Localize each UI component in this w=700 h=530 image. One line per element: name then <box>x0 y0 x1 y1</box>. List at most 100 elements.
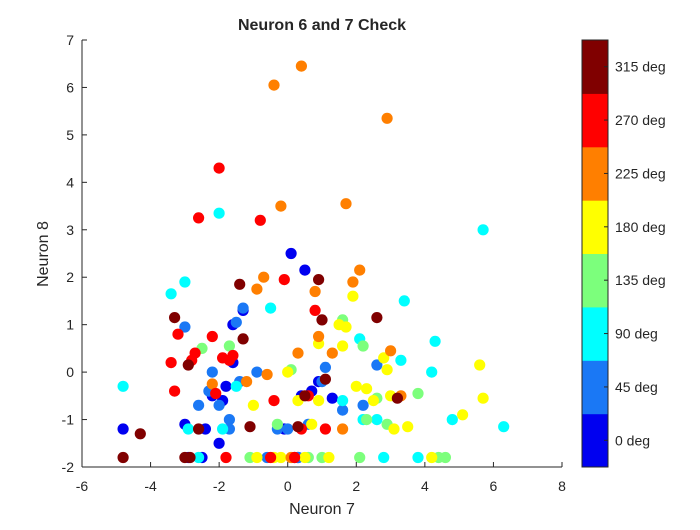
colorbar-segment <box>582 360 608 415</box>
data-point <box>429 335 441 347</box>
data-point <box>477 392 489 404</box>
data-point <box>282 423 294 435</box>
data-point <box>169 385 181 397</box>
x-tick-label: 0 <box>284 478 292 494</box>
data-point <box>258 271 270 283</box>
x-tick-label: -6 <box>76 478 89 494</box>
data-point <box>357 340 369 352</box>
data-point <box>117 423 129 435</box>
colorbar-tick-label: 225 deg <box>615 165 666 181</box>
data-point <box>227 349 239 362</box>
data-point <box>367 395 379 407</box>
data-point <box>265 451 277 464</box>
data-point <box>313 274 325 286</box>
colorbar-tick-label: 90 deg <box>615 326 658 342</box>
x-tick-label: -2 <box>213 478 226 494</box>
data-point <box>247 399 259 411</box>
y-tick-label: -1 <box>62 412 75 428</box>
data-point <box>326 347 338 359</box>
data-point <box>319 361 331 373</box>
y-tick-label: 7 <box>66 32 74 48</box>
data-point <box>395 354 407 366</box>
data-point <box>309 304 321 316</box>
data-point <box>498 421 510 433</box>
data-point <box>309 285 321 298</box>
data-point <box>189 347 201 359</box>
data-point <box>354 264 366 276</box>
data-point <box>206 366 218 378</box>
data-point <box>251 451 263 464</box>
data-point <box>292 421 304 433</box>
data-point <box>251 366 263 378</box>
colorbar-tick-label: 0 deg <box>615 432 650 448</box>
colorbar-segment <box>582 413 608 468</box>
data-point <box>172 328 184 340</box>
data-point <box>268 79 280 91</box>
data-point <box>426 366 438 378</box>
data-point <box>337 395 349 407</box>
data-point <box>289 451 301 464</box>
data-point <box>381 112 393 124</box>
data-point <box>244 421 256 433</box>
data-point <box>457 409 469 421</box>
data-point <box>169 312 181 324</box>
colorbar-segment <box>582 40 608 94</box>
data-point <box>316 314 328 326</box>
data-point <box>220 380 232 392</box>
data-point <box>347 276 359 288</box>
data-point <box>299 451 311 464</box>
data-point <box>213 207 225 219</box>
data-point <box>220 451 232 464</box>
data-point <box>230 380 242 392</box>
points-layer <box>117 60 510 464</box>
data-point <box>340 198 352 210</box>
data-point <box>299 264 311 276</box>
y-tick-label: -2 <box>62 459 75 475</box>
data-point <box>323 451 335 464</box>
data-point <box>439 451 451 464</box>
data-point <box>306 418 318 430</box>
y-tick-label: 1 <box>66 317 74 333</box>
data-point <box>378 352 390 364</box>
data-point <box>350 380 362 392</box>
data-point <box>182 423 194 435</box>
data-point <box>354 451 366 464</box>
data-point <box>275 200 287 212</box>
data-point <box>206 378 218 390</box>
data-point <box>337 340 349 352</box>
colorbar-segment <box>582 146 608 201</box>
colorbar-segment <box>582 306 608 361</box>
data-point <box>446 414 458 426</box>
data-point <box>319 373 331 385</box>
data-point <box>223 414 235 426</box>
data-point <box>230 316 242 328</box>
data-point <box>223 340 235 352</box>
data-point <box>326 392 338 404</box>
data-point <box>282 366 294 378</box>
colorbar-tick-label: 135 deg <box>615 272 666 288</box>
data-point <box>361 414 373 426</box>
data-point <box>391 392 403 404</box>
colorbar-segment <box>582 253 608 308</box>
data-point <box>412 387 424 400</box>
chart-title: Neuron 6 and 7 Check <box>238 17 406 34</box>
data-point <box>117 380 129 392</box>
colorbar-tick-label: 270 deg <box>615 112 666 128</box>
data-point <box>385 345 397 357</box>
data-point <box>292 347 304 359</box>
data-point <box>213 399 225 411</box>
x-tick-label: 2 <box>352 478 360 494</box>
data-point <box>295 60 307 72</box>
data-point <box>340 321 352 333</box>
data-point <box>234 278 246 290</box>
y-ticks: -2 -1 0 1 2 3 4 5 6 7 <box>62 32 87 475</box>
data-point <box>357 399 369 411</box>
colorbar-segment <box>582 200 608 254</box>
colorbar-tick-label: 180 deg <box>615 219 666 235</box>
data-point <box>254 214 266 226</box>
data-point <box>337 404 349 416</box>
data-point <box>213 162 225 174</box>
y-tick-label: 4 <box>66 174 74 190</box>
